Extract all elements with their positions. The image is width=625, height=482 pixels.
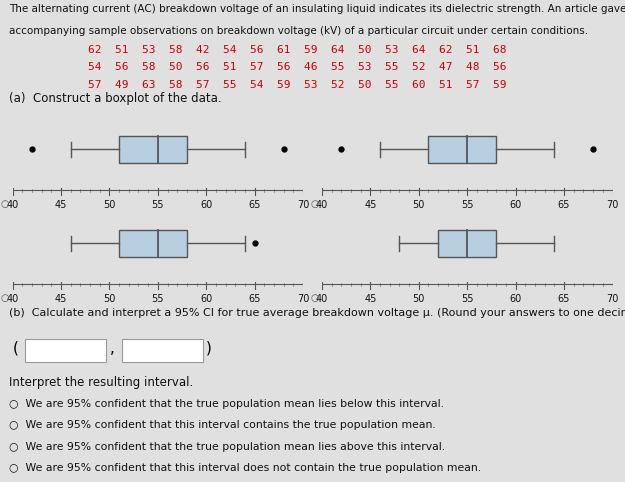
Bar [438, 229, 496, 257]
Text: 45: 45 [364, 294, 376, 304]
Text: 65: 65 [558, 200, 570, 210]
Text: ○  We are 95% confident that this interval does not contain the true population : ○ We are 95% confident that this interva… [9, 463, 481, 473]
Text: The alternating current (AC) breakdown voltage of an insulating liquid indicates: The alternating current (AC) breakdown v… [9, 4, 625, 14]
Text: 70: 70 [606, 200, 619, 210]
Text: 70: 70 [297, 200, 309, 210]
Text: 65: 65 [249, 200, 261, 210]
Text: 50: 50 [412, 294, 425, 304]
Text: 55: 55 [461, 200, 474, 210]
Text: 60: 60 [509, 294, 522, 304]
Bar [429, 135, 496, 163]
Text: 50: 50 [103, 200, 116, 210]
Bar [25, 339, 106, 362]
Text: ○  We are 95% confident that the true population mean lies below this interval.: ○ We are 95% confident that the true pop… [9, 399, 444, 409]
Text: ,: , [109, 341, 114, 356]
Text: 65: 65 [558, 294, 570, 304]
Text: 60: 60 [200, 200, 212, 210]
Text: ○: ○ [311, 293, 319, 303]
Text: 45: 45 [55, 200, 67, 210]
Text: (: ( [12, 341, 18, 356]
Text: 57  49  63  58  57  55  54  59  53  52  50  55  60  51  57  59: 57 49 63 58 57 55 54 59 53 52 50 55 60 5… [88, 80, 506, 90]
Text: 40: 40 [316, 294, 328, 304]
Text: 55: 55 [152, 294, 164, 304]
Text: 45: 45 [364, 200, 376, 210]
Text: ○  We are 95% confident that the true population mean lies above this interval.: ○ We are 95% confident that the true pop… [9, 442, 446, 452]
Text: (b)  Calculate and interpret a 95% CI for true average breakdown voltage μ. (Rou: (b) Calculate and interpret a 95% CI for… [9, 308, 625, 318]
Bar [122, 339, 203, 362]
Text: 50: 50 [412, 200, 425, 210]
Text: Interpret the resulting interval.: Interpret the resulting interval. [9, 376, 194, 389]
Text: 60: 60 [200, 294, 212, 304]
Text: 40: 40 [6, 200, 19, 210]
Text: ○: ○ [311, 199, 319, 209]
Text: 45: 45 [55, 294, 67, 304]
Text: ○: ○ [1, 293, 9, 303]
Text: ○: ○ [1, 199, 9, 209]
Text: (a)  Construct a boxplot of the data.: (a) Construct a boxplot of the data. [9, 92, 222, 105]
Text: 70: 70 [606, 294, 619, 304]
Text: 40: 40 [316, 200, 328, 210]
Bar [119, 229, 187, 257]
Text: 50: 50 [103, 294, 116, 304]
Text: 70: 70 [297, 294, 309, 304]
Text: ○  We are 95% confident that this interval contains the true population mean.: ○ We are 95% confident that this interva… [9, 420, 436, 430]
Bar [119, 135, 187, 163]
Text: 55: 55 [461, 294, 474, 304]
Text: 65: 65 [249, 294, 261, 304]
Text: 55: 55 [152, 200, 164, 210]
Text: accompanying sample observations on breakdown voltage (kV) of a particular circu: accompanying sample observations on brea… [9, 26, 589, 36]
Text: 40: 40 [6, 294, 19, 304]
Text: 54  56  58  50  56  51  57  56  46  55  53  55  52  47  48  56: 54 56 58 50 56 51 57 56 46 55 53 55 52 4… [88, 63, 506, 72]
Text: ): ) [206, 341, 212, 356]
Text: 62  51  53  58  42  54  56  61  59  64  50  53  64  62  51  68: 62 51 53 58 42 54 56 61 59 64 50 53 64 6… [88, 45, 506, 55]
Text: 60: 60 [509, 200, 522, 210]
